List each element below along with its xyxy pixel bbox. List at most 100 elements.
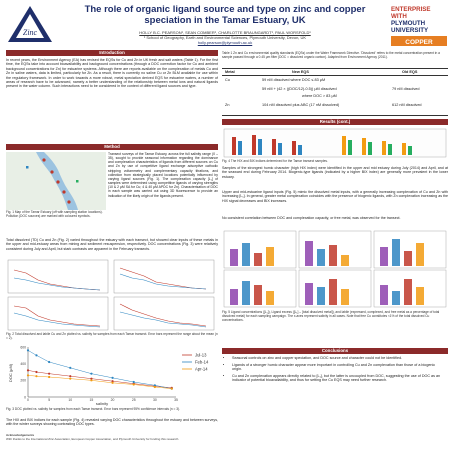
pollution-source-marker — [76, 180, 79, 183]
acknowledgements: Acknowledgements With thanks to the Inte… — [6, 433, 446, 441]
chart-series-line — [27, 375, 172, 389]
figure2-caption: Fig. 2 Total dissolved and labile Cu and… — [6, 332, 218, 340]
sample-station-marker — [56, 180, 60, 184]
figure5-ligand-panels — [222, 229, 448, 309]
panel-bars — [230, 239, 424, 305]
chart-point — [170, 387, 173, 390]
x-tick-label: 35 — [174, 398, 178, 402]
zinc-logo-icon: Zinc — [8, 6, 52, 42]
conclusions-list: Seasonal controls on zinc and copper spe… — [228, 356, 446, 383]
introduction-text: In recent years, the Environment Agency … — [6, 58, 218, 89]
list-item: Seasonal controls on zinc and copper spe… — [232, 356, 446, 361]
figure2-metal-panels — [6, 258, 218, 332]
x-tick-label: 30 — [153, 398, 157, 402]
svg-text:WITH: WITH — [391, 13, 407, 20]
sample-station-marker — [67, 200, 71, 204]
table1-caption: Table 1 Zn and Cu environmental quality … — [222, 51, 440, 59]
svg-text:PLYMOUTH: PLYMOUTH — [391, 20, 426, 27]
figure1-caption: Fig. 1 Map of the Tamar Estuary (off wit… — [6, 210, 103, 218]
panel-frame — [113, 259, 215, 294]
y-tick-label: 400 — [20, 362, 26, 366]
results-text-2: The HIX and BIX indices for each sample … — [6, 418, 218, 427]
figure5-caption: Fig. 5 Ligand concentrations ([L₁]), Lig… — [222, 310, 440, 322]
legend-label: Jul-13 — [195, 353, 207, 358]
chart-point — [26, 349, 30, 352]
university-logo-icon: ENTERPRISE WITH PLYMOUTH UNIVERSITY COPP… — [391, 6, 447, 46]
list-item: Ligands of a stronger humic character ap… — [232, 363, 446, 372]
acknowledgements-heading: Acknowledgements — [6, 433, 35, 437]
panel-frame — [7, 296, 109, 331]
table-header-cell: New EQS — [292, 70, 309, 74]
legend-label: Apr-14 — [195, 367, 208, 372]
introduction-heading: Introduction — [6, 50, 218, 56]
svg-text:ENTERPRISE: ENTERPRISE — [391, 6, 431, 13]
table-cell: Cu — [225, 78, 230, 82]
conclusions-heading: Conclusions — [222, 348, 448, 354]
x-tick-label: 15 — [90, 398, 94, 402]
estuary-map-figure — [6, 152, 106, 210]
sample-station-marker — [42, 158, 46, 162]
zn-labile-line — [119, 311, 207, 328]
chart-series-line — [27, 370, 172, 389]
list-item: Cu and Zn complexation appears directly … — [232, 374, 446, 383]
table-cell: 612 nM dissolved — [392, 103, 422, 107]
pollution-source-marker — [26, 166, 29, 169]
chart-legend: Jul-13 Feb-14 Apr-14 — [182, 353, 209, 372]
table-cell: where DOC > 83 μM — [302, 94, 337, 98]
figure4-hix-bix-chart — [222, 127, 448, 159]
chart-frame — [223, 128, 447, 158]
table-cell: Zn — [225, 103, 230, 107]
x-axis-label: salinity — [96, 401, 108, 406]
email-link[interactable]: holly.pearson@plymouth.ac.uk — [197, 40, 253, 45]
table-cell: 104 nM dissolved plus ABC (17 nM dissolv… — [262, 103, 340, 107]
affiliation: ¹ School of Geography, Earth and Environ… — [143, 35, 307, 40]
zn-series-line — [119, 303, 207, 327]
table-header-cell: Metal — [225, 70, 235, 74]
cu-labile-line — [13, 277, 101, 291]
author-block: HOLLY B.C. PEARSON¹, SEAN COMBER¹, CHARL… — [60, 30, 390, 45]
table-header-row: Metal New EQS Old EQS — [222, 70, 448, 76]
title-line-1: The role of organic ligand source and ty… — [84, 4, 366, 15]
svg-text:COPPER: COPPER — [405, 39, 433, 46]
svg-text:Zinc: Zinc — [23, 28, 38, 37]
x-tick-label: 5 — [48, 398, 50, 402]
table-header-cell: Old EQS — [402, 70, 418, 74]
figure4-caption: Fig. 4 The HIX and BIX indices determine… — [222, 159, 328, 163]
method-text: Transect surveys of the Tamar Estuary, a… — [108, 152, 218, 198]
method-heading: Method — [6, 144, 218, 150]
zn-labile-line — [119, 273, 207, 290]
results-text-1: Total dissolved (TD) Cu and Zn (Fig. 2) … — [6, 238, 218, 251]
x-tick-label: 10 — [68, 398, 72, 402]
authors: HOLLY B.C. PEARSON¹, SEAN COMBER¹, CHARL… — [139, 30, 311, 35]
table-cell: 59 nM + (42 × ((DOC/12)-0.5)) μM dissolv… — [262, 87, 337, 91]
results-heading: Results (cont.) — [222, 119, 448, 125]
legend-label: Feb-14 — [195, 360, 209, 365]
results-text-4: Upper and mid-estuarine ligand inputs (F… — [222, 190, 448, 203]
y-tick-label: 600 — [20, 345, 26, 349]
y-tick-label: 200 — [20, 379, 26, 383]
chart-point — [26, 374, 30, 377]
results-text-5: No consistent correlation between DOC an… — [222, 216, 401, 220]
sample-station-marker — [50, 170, 54, 174]
table-cell: 59 nM dissolved where DOC ≤ 83 μM — [262, 78, 326, 82]
title-line-2: speciation in the Tamar Estuary, UK — [144, 15, 306, 26]
y-axis-label: DOC (μM) — [8, 363, 13, 382]
cu-labile-line — [13, 312, 101, 328]
poster-header: Zinc The role of organic ligand source a… — [0, 0, 453, 50]
cu-series-line — [13, 305, 101, 327]
y-tick-label: 0 — [24, 395, 26, 399]
chart-series-line — [27, 350, 172, 389]
svg-text:UNIVERSITY: UNIVERSITY — [391, 27, 429, 34]
sample-station-marker — [62, 190, 66, 194]
figure3-caption: Fig. 3 DOC plotted vs. salinity for samp… — [6, 407, 180, 411]
x-tick-label: 25 — [132, 398, 136, 402]
hix-bars — [232, 135, 412, 155]
x-tick-label: 20 — [111, 398, 115, 402]
x-tick-label: 0 — [27, 398, 29, 402]
poster-title: The role of organic ligand source and ty… — [60, 4, 390, 26]
table-cell: 79 nM dissolved — [392, 87, 420, 91]
acknowledgements-text: With thanks to the International Zinc As… — [6, 436, 180, 441]
results-text-3: Samples of the strongest humic character… — [222, 166, 448, 179]
